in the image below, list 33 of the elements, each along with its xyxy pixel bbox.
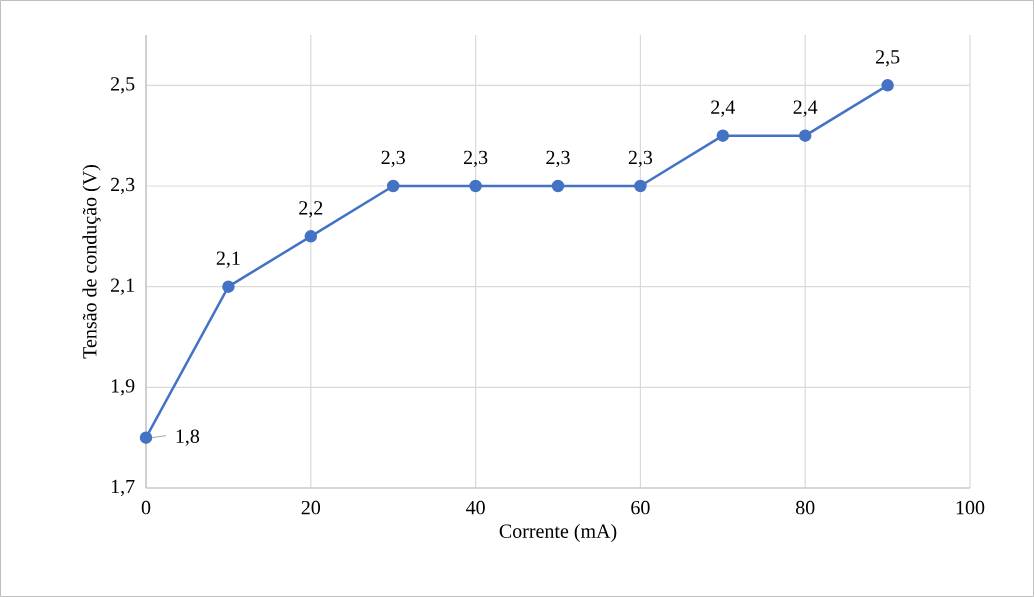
point bbox=[386, 179, 400, 193]
point bbox=[716, 129, 730, 142]
x-tick-label: 100 bbox=[956, 500, 985, 515]
point bbox=[634, 179, 647, 193]
point bbox=[139, 431, 153, 444]
data-label: 1,8 bbox=[176, 429, 200, 446]
point bbox=[304, 230, 318, 243]
point bbox=[222, 280, 235, 293]
data-label: 2,5 bbox=[875, 50, 900, 67]
point bbox=[469, 179, 482, 193]
point bbox=[881, 79, 894, 92]
x-tick-label: 60 bbox=[631, 500, 650, 515]
data-label: 2,3 bbox=[463, 150, 488, 168]
x-tick-label: 40 bbox=[466, 500, 485, 515]
x-axis-title: Corrente (mA) bbox=[499, 523, 617, 543]
data-label: 2,3 bbox=[628, 150, 653, 168]
y-tick-label: 2,1 bbox=[111, 278, 134, 295]
x-tick-label: 80 bbox=[795, 500, 815, 515]
data-label: 2,1 bbox=[216, 251, 240, 268]
x-tick-label: 20 bbox=[301, 500, 321, 515]
y-tick-label: 1,9 bbox=[111, 379, 135, 396]
y-tick-label: 1,7 bbox=[111, 479, 135, 497]
point bbox=[551, 179, 565, 193]
y-tick-label: 2,5 bbox=[111, 77, 135, 94]
y-axis-title: Tensão de condução (V) bbox=[82, 165, 101, 359]
data-label: 2,2 bbox=[299, 201, 323, 218]
data-label: 2,3 bbox=[381, 150, 405, 168]
x-tick-label: 0 bbox=[141, 500, 151, 515]
data-label: 2,4 bbox=[711, 100, 735, 117]
y-tick-label: 2,3 bbox=[111, 177, 135, 195]
data-label: 2,4 bbox=[793, 100, 818, 117]
data-label: 2,3 bbox=[546, 150, 570, 168]
point bbox=[798, 129, 812, 142]
